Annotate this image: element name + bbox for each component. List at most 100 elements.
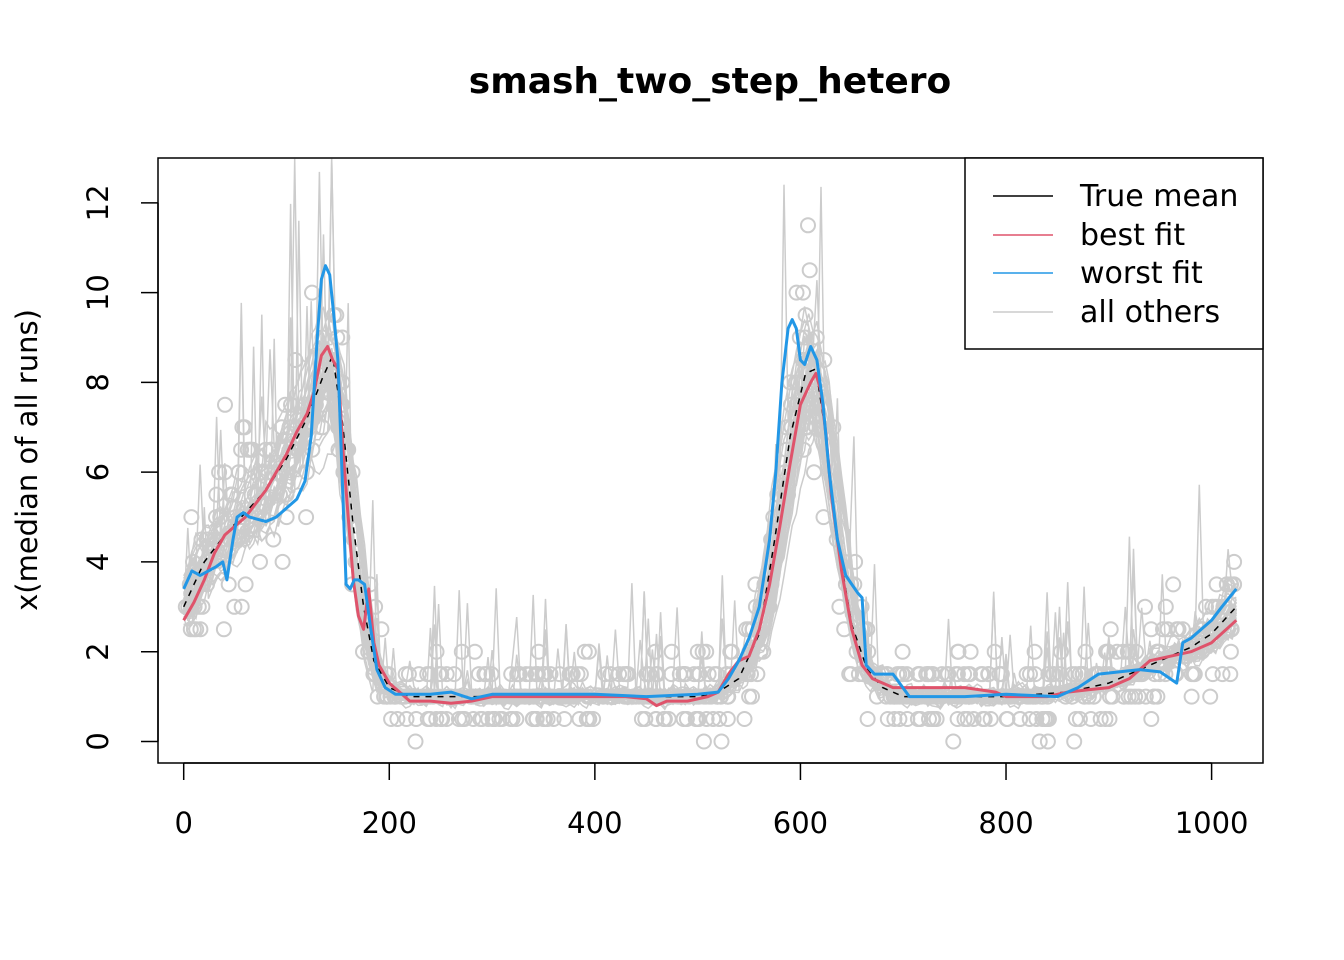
observation-point — [438, 711, 455, 727]
observation-point — [211, 464, 228, 481]
observation-point — [882, 688, 899, 705]
observation-point — [428, 711, 445, 727]
observation-point — [453, 643, 470, 660]
observation-point — [1165, 576, 1182, 593]
observation-point — [576, 643, 593, 660]
observation-point — [738, 666, 755, 683]
observation-point — [185, 553, 201, 570]
observation-point — [545, 711, 562, 727]
observation-point — [580, 711, 597, 727]
observation-point — [1143, 711, 1160, 727]
y-tick-label: 10 — [81, 274, 115, 311]
observation-point — [846, 576, 863, 593]
observation-point — [470, 666, 487, 683]
observation-point — [234, 419, 251, 436]
observation-point — [438, 666, 455, 683]
observation-point — [1185, 666, 1202, 683]
x-tick-label: 1000 — [1175, 806, 1249, 840]
observation-point — [1077, 643, 1094, 660]
observation-point — [806, 464, 822, 481]
observation-point — [1130, 688, 1147, 705]
observation-point — [788, 284, 805, 301]
observation-point — [782, 396, 799, 413]
observation-point — [949, 711, 966, 727]
observation-point — [965, 711, 982, 727]
observation-point — [1202, 688, 1219, 705]
observation-point — [1038, 711, 1055, 727]
observation-point — [281, 419, 298, 436]
x-tick-label: 600 — [773, 806, 828, 840]
observation-point — [722, 643, 739, 660]
observation-point — [383, 711, 400, 727]
observation-point — [273, 419, 290, 436]
observation-point — [698, 711, 715, 727]
observation-point — [434, 711, 451, 727]
y-tick-label: 0 — [81, 732, 115, 750]
observation-point — [535, 711, 552, 727]
observation-point — [1183, 688, 1200, 705]
legend-label-all-others: all others — [1080, 295, 1220, 330]
observation-point — [986, 643, 1003, 660]
observation-point — [827, 486, 843, 503]
y-tick-label: 8 — [81, 373, 115, 391]
observation-point — [637, 711, 654, 727]
observation-point — [797, 307, 814, 324]
y-axis: 0 2 4 6 8 10 12 — [81, 184, 159, 751]
observation-point — [1126, 666, 1143, 683]
observation-point — [602, 666, 619, 683]
observation-point — [494, 711, 511, 727]
y-tick-label: 2 — [81, 642, 115, 660]
observation-point — [330, 419, 347, 436]
observation-point — [224, 486, 241, 503]
observation-point — [465, 711, 482, 727]
observation-point — [752, 643, 769, 660]
observation-point — [945, 733, 962, 750]
observation-point — [277, 396, 294, 413]
y-tick-label: 12 — [81, 184, 115, 221]
observation-point — [355, 643, 371, 660]
observation-point — [183, 509, 200, 526]
observation-point — [1174, 621, 1191, 638]
legend-label-true-mean: True mean — [1079, 179, 1238, 214]
observation-point — [949, 643, 966, 660]
observation-point — [1159, 621, 1176, 638]
observation-point — [229, 531, 246, 548]
x-tick-label: 400 — [567, 806, 622, 840]
observation-point — [899, 711, 916, 727]
observation-point — [334, 374, 351, 391]
observation-point — [749, 666, 766, 683]
observation-point — [328, 307, 345, 324]
observation-point — [539, 711, 556, 727]
observation-point — [847, 553, 864, 570]
observation-point — [528, 711, 545, 727]
observation-point — [325, 352, 342, 368]
observation-point — [1151, 666, 1168, 683]
observation-point — [208, 509, 224, 526]
legend: True mean best fit worst fit all others — [964, 157, 1264, 350]
observation-point — [373, 621, 390, 638]
observation-point — [1052, 666, 1068, 683]
observation-point — [237, 576, 254, 593]
observation-point — [647, 711, 664, 727]
observation-point — [398, 711, 415, 727]
observation-point — [695, 733, 712, 750]
observation-point — [527, 666, 544, 683]
legend-box — [964, 157, 1264, 350]
observation-point — [1146, 688, 1162, 705]
observation-point — [454, 711, 471, 727]
observation-point — [255, 509, 272, 526]
observation-point — [694, 643, 711, 660]
observation-point — [894, 666, 911, 683]
observation-point — [1034, 711, 1051, 727]
observation-point — [511, 666, 528, 683]
observation-point — [192, 621, 209, 638]
observation-point — [713, 733, 730, 750]
observation-point — [580, 643, 597, 660]
observation-point — [572, 666, 589, 683]
observation-point — [1100, 643, 1117, 660]
observation-point — [686, 666, 703, 683]
observation-point — [1198, 598, 1214, 615]
observation-point — [1101, 711, 1118, 727]
observation-point — [1012, 711, 1028, 727]
observation-point — [1217, 598, 1234, 615]
